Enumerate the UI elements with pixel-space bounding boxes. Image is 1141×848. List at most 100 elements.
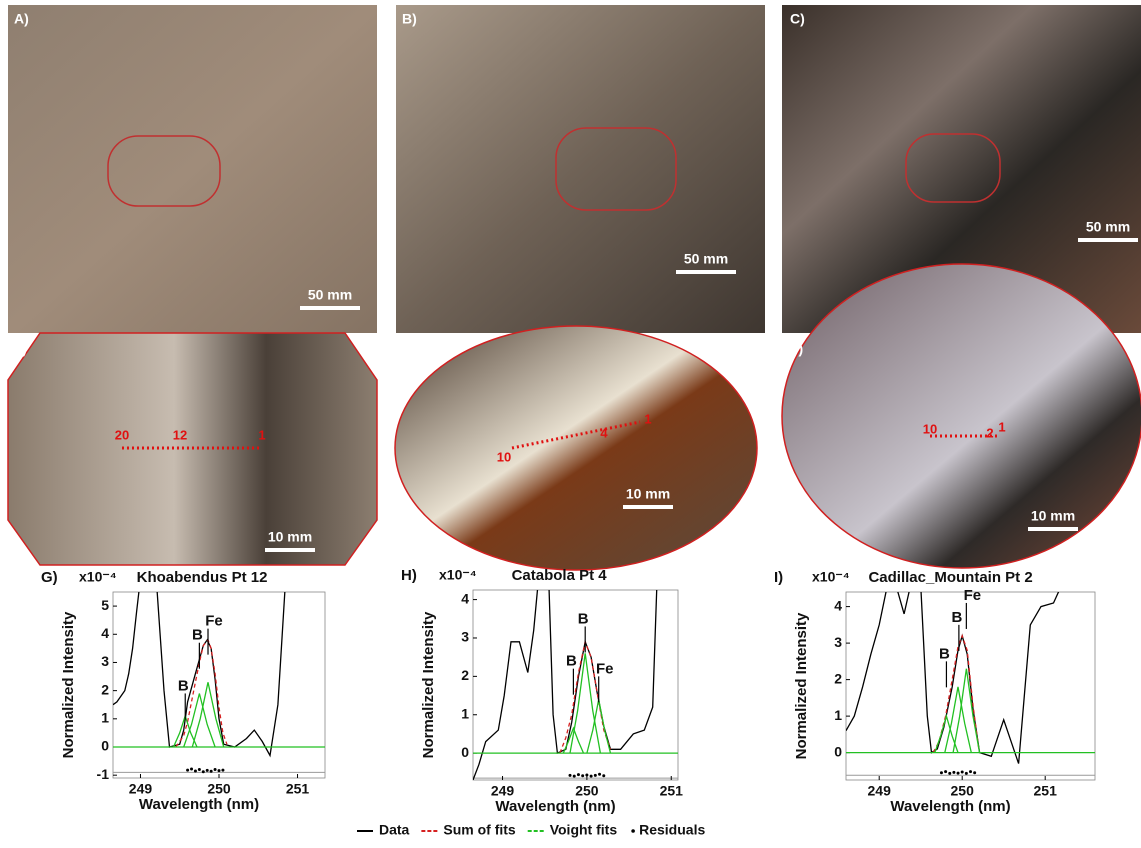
scale-label: x10⁻⁴ <box>79 569 117 585</box>
peak-label: Fe <box>596 660 614 677</box>
panel-label: G) <box>41 569 58 586</box>
y-tick-label: 1 <box>834 707 842 723</box>
x-tick-label: 251 <box>660 783 684 799</box>
region-outline <box>107 135 221 207</box>
photo <box>396 5 765 333</box>
y-tick-label: 4 <box>461 590 469 606</box>
photo-zoom <box>394 325 758 571</box>
spot-label: 20 <box>115 427 129 442</box>
y-tick-label: 0 <box>101 738 109 754</box>
x-axis-label: Wavelength (nm) <box>139 796 259 813</box>
residual-dot <box>568 773 572 777</box>
residual-dot <box>186 768 190 772</box>
residual-dot <box>939 771 943 775</box>
x-tick-label: 251 <box>286 781 310 797</box>
panel-label: I) <box>774 569 783 586</box>
chart-title: Khoabendus Pt 12 <box>137 569 268 586</box>
spot-label: 4 <box>600 425 608 440</box>
scale-bar-label: 50 mm <box>308 287 352 303</box>
peak-label: B <box>192 627 203 644</box>
chart-title: Cadillac_Mountain Pt 2 <box>868 569 1032 586</box>
photos <box>7 5 1141 571</box>
peak-label: B <box>951 609 962 626</box>
y-axis-label: Normalized Intensity <box>60 611 77 758</box>
legend-label: Data <box>379 822 410 838</box>
fit-curve <box>191 682 225 748</box>
photo-zoom <box>781 263 1141 569</box>
spot-label: 12 <box>173 427 187 442</box>
x-tick-label: 249 <box>868 783 892 799</box>
fit-curve <box>183 693 216 748</box>
y-axis-label: Normalized Intensity <box>420 611 437 758</box>
y-tick-label: 0 <box>461 744 469 760</box>
plot-frame <box>472 589 679 781</box>
scale-bar-label: 10 mm <box>1031 508 1075 524</box>
legend-swatch <box>631 829 635 833</box>
y-tick-label: 2 <box>101 681 109 697</box>
residual-dot <box>190 767 194 771</box>
scale-bar-label: 10 mm <box>626 486 670 502</box>
panel-label: A) <box>14 11 29 27</box>
x-tick-label: 251 <box>1034 783 1058 799</box>
region-outline <box>555 127 677 211</box>
peak-label: B <box>178 677 189 694</box>
fit-curve <box>952 668 981 753</box>
panel-label: F) <box>790 341 803 357</box>
spot-line <box>511 420 641 450</box>
residual-dot <box>197 768 201 772</box>
spot-label: 10 <box>497 449 511 464</box>
spot-label: 1 <box>644 411 651 426</box>
residual-dot <box>598 772 602 776</box>
y-tick-label: 0 <box>834 743 842 759</box>
y-tick-label: 1 <box>101 710 109 726</box>
peak-label: B <box>566 653 577 670</box>
y-tick-label: 2 <box>834 670 842 686</box>
x-tick-label: 250 <box>951 783 975 799</box>
panel-label: D) <box>12 341 27 357</box>
data-line <box>846 592 1060 764</box>
peak-label: Fe <box>964 587 982 604</box>
peak-label: Fe <box>205 613 223 630</box>
residual-dot <box>964 771 968 775</box>
legend-label: Sum of fits <box>443 822 516 838</box>
fit-curve <box>569 653 602 754</box>
spot-label: 10 <box>923 421 937 436</box>
residual-dot <box>193 769 197 773</box>
panel-label: B) <box>402 11 417 27</box>
scale-bar-label: 50 mm <box>1086 219 1130 235</box>
y-tick-label: 3 <box>461 629 469 645</box>
residual-dot <box>581 774 585 778</box>
residual-dot <box>593 773 597 777</box>
residual-dot <box>217 769 221 773</box>
x-axis-label: Wavelength (nm) <box>890 798 1010 815</box>
scale-bar-label: 50 mm <box>684 251 728 267</box>
y-tick-label: 5 <box>101 597 109 613</box>
residual-dot <box>589 774 593 778</box>
residual-dot <box>213 768 217 772</box>
legend: Data Sum of fits Voight fits Residuals <box>357 822 705 838</box>
residual-dot <box>585 773 589 777</box>
y-tick-label: 4 <box>101 625 109 641</box>
data-line <box>473 590 658 780</box>
plot-area <box>846 592 1095 775</box>
fit-curve <box>934 713 959 753</box>
y-tick-label: 3 <box>101 653 109 669</box>
y-tick-label: -1 <box>97 766 110 782</box>
panel-label: H) <box>401 567 417 584</box>
peak-label: B <box>939 645 950 662</box>
x-tick-label: 249 <box>491 783 515 799</box>
scale-label: x10⁻⁴ <box>439 567 477 583</box>
residual-dot <box>201 770 205 774</box>
chart: 0 1 2 3 4 249 250 251 B B Fe H) x10⁻⁴ Catabola Pt 4 Wa… <box>401 567 683 815</box>
residual-dot <box>948 771 952 775</box>
fit-curve <box>944 686 972 753</box>
x-tick-label: 250 <box>207 781 231 797</box>
y-axis-label: Normalized Intensity <box>793 612 810 759</box>
residual-dot <box>952 770 956 774</box>
chart-title: Catabola Pt 4 <box>512 567 608 584</box>
x-axis-label: Wavelength (nm) <box>495 798 615 815</box>
